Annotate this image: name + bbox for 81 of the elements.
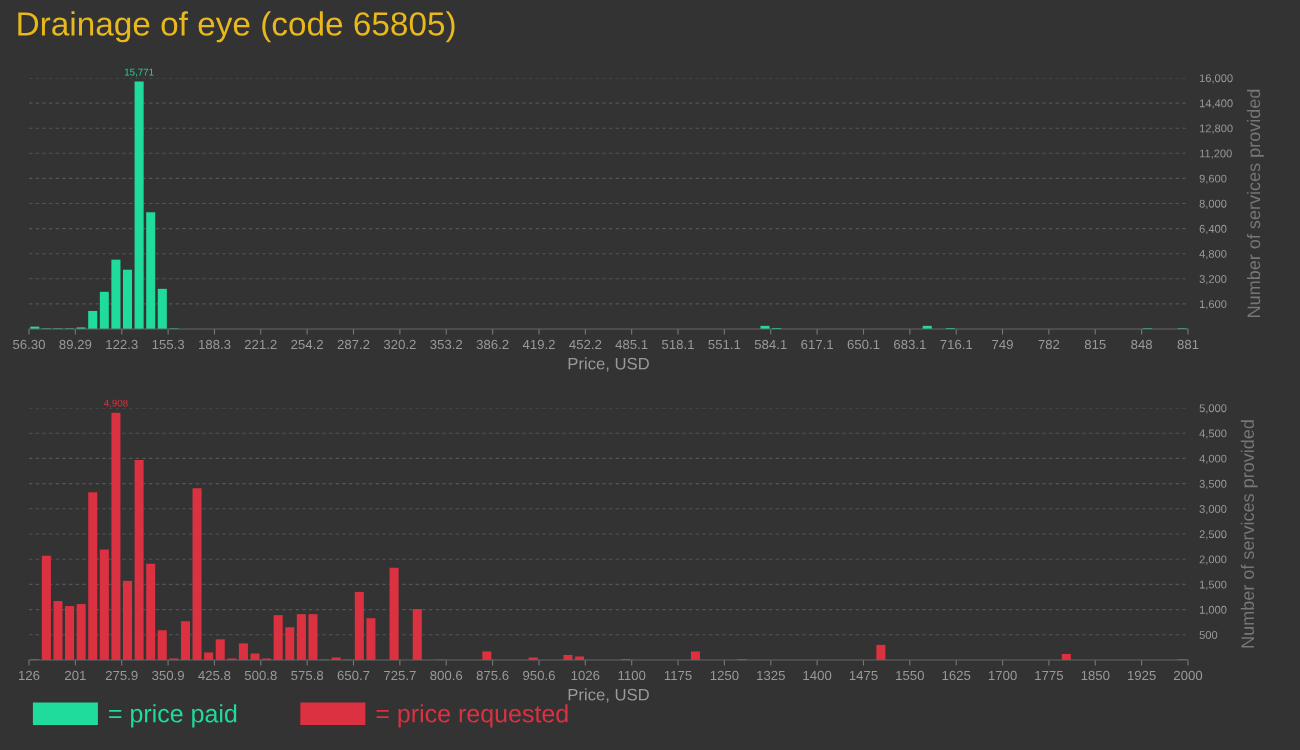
x-tick-label: 716.1 <box>940 339 973 350</box>
x-tick-label: 584.1 <box>754 339 787 350</box>
x-tick-label: 2000 <box>1173 670 1203 681</box>
x-tick-label: 950.6 <box>523 670 555 681</box>
x-tick-label: 1925 <box>1127 670 1156 681</box>
x-tick-label: 353.2 <box>430 339 463 350</box>
x-tick-label: 1700 <box>988 670 1017 681</box>
x-tick-label: 188.3 <box>199 339 231 350</box>
x-tick-label: 1026 <box>571 670 600 681</box>
x-tick-label: 1850 <box>1081 670 1110 681</box>
x-tick-label: 1100 <box>618 670 646 681</box>
y-tick-label: 3,200 <box>1199 275 1227 285</box>
x-tick-label: 518.1 <box>662 339 694 350</box>
x-tick-label: 1475 <box>849 670 878 681</box>
x-tick-label: 275.9 <box>105 670 138 681</box>
x-tick-label: 551.1 <box>708 339 741 350</box>
x-tick-label: 1325 <box>757 670 785 681</box>
x-tick-label: 1775 <box>1035 670 1064 681</box>
y-tick-label: 1,000 <box>1199 605 1227 616</box>
x-tick-label: 485.1 <box>615 339 648 350</box>
x-tick-label: 350.9 <box>152 670 184 681</box>
x-tick-label: 650.7 <box>337 670 370 681</box>
y-tick-label: 14,400 <box>1199 99 1233 109</box>
x-tick-label: 56.30 <box>13 339 45 350</box>
x-tick-label: 89.29 <box>59 339 92 350</box>
x-tick-label: 419.2 <box>522 339 555 350</box>
y-axis-title: Number of services provided <box>1246 89 1264 317</box>
y-tick-label: 1,500 <box>1199 580 1227 590</box>
y-tick-label: 3,000 <box>1199 505 1227 515</box>
y-tick-label: 4,800 <box>1199 249 1227 260</box>
y-tick-label: 12,800 <box>1199 124 1233 134</box>
chart-title: Drainage of eye (code 65805) <box>18 11 455 43</box>
x-tick-label: 122.3 <box>106 339 138 350</box>
y-tick-label: 6,400 <box>1199 224 1227 235</box>
legend-label: = price requested <box>376 704 568 728</box>
data-label: 4,908 <box>103 399 128 408</box>
legend-label: = price paid <box>109 704 237 728</box>
x-tick-label: 725.7 <box>384 670 416 681</box>
x-tick-label: 1400 <box>803 670 832 681</box>
x-tick-label: 650.1 <box>847 339 880 350</box>
x-tick-label: 221.2 <box>244 339 277 349</box>
x-tick-label: 848 <box>1131 339 1153 350</box>
x-tick-label: 452.2 <box>569 339 602 350</box>
y-tick-label: 5,000 <box>1199 404 1227 414</box>
x-tick-label: 1250 <box>710 670 739 681</box>
y-tick-label: 4,000 <box>1199 454 1227 464</box>
x-tick-label: 425.8 <box>198 670 231 681</box>
data-label: 15,771 <box>124 68 154 77</box>
x-tick-label: 800.6 <box>430 670 463 681</box>
x-tick-label: 287.2 <box>337 339 370 350</box>
x-tick-label: 1175 <box>664 670 692 681</box>
y-tick-label: 1,600 <box>1199 300 1227 310</box>
y-tick-label: 9,600 <box>1199 174 1227 184</box>
x-tick-label: 126 <box>19 670 40 681</box>
y-tick-label: 4,500 <box>1199 429 1227 439</box>
y-axis-title: Number of services provided <box>1240 420 1258 648</box>
x-tick-label: 617.1 <box>801 339 833 350</box>
x-tick-label: 155.3 <box>152 339 185 350</box>
x-tick-label: 254.2 <box>291 339 323 350</box>
y-tick-label: 11,200 <box>1199 149 1232 159</box>
x-tick-label: 815 <box>1084 339 1106 350</box>
x-tick-label: 201 <box>65 670 86 681</box>
x-tick-label: 875.6 <box>476 670 509 681</box>
x-tick-label: 1550 <box>896 670 924 681</box>
y-tick-label: 2,000 <box>1199 555 1227 565</box>
y-tick-label: 3,500 <box>1199 479 1227 490</box>
x-tick-label: 782 <box>1038 339 1060 350</box>
y-tick-label: 8,000 <box>1199 199 1227 209</box>
x-tick-label: 575.8 <box>291 670 324 681</box>
x-tick-label: 320.2 <box>383 339 416 350</box>
x-tick-label: 683.1 <box>894 339 926 350</box>
x-tick-label: 749 <box>992 339 1013 350</box>
x-axis-title: Price, USD <box>568 688 649 703</box>
x-tick-label: 500.8 <box>244 670 277 681</box>
x-tick-label: 881 <box>1177 339 1199 350</box>
x-axis-title: Price, USD <box>568 357 649 372</box>
x-tick-label: 386.2 <box>476 339 509 350</box>
y-tick-label: 16,000 <box>1199 74 1233 84</box>
x-tick-label: 1625 <box>942 670 971 681</box>
y-tick-label: 500 <box>1199 631 1218 639</box>
y-tick-label: 2,500 <box>1199 530 1227 540</box>
